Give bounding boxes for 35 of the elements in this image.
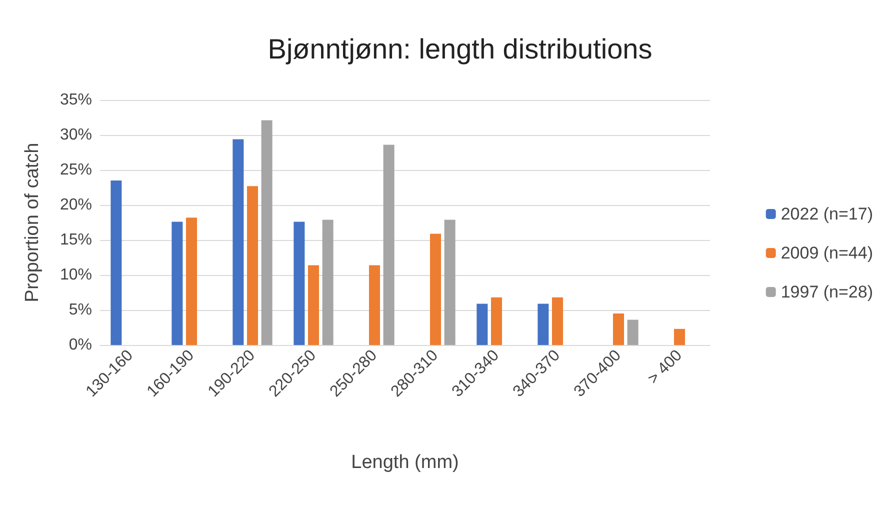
bar <box>476 304 488 345</box>
bar <box>246 186 258 345</box>
bar <box>552 297 564 345</box>
bar <box>383 144 394 345</box>
y-tick-label: 35% <box>60 92 92 108</box>
bar <box>186 218 198 345</box>
y-tick-label: 10% <box>60 266 92 284</box>
y-tick-label: 25% <box>60 162 92 178</box>
x-axis-title: Length (mm) <box>351 452 459 473</box>
bar <box>172 222 183 345</box>
bar <box>368 265 380 345</box>
bar <box>308 265 320 345</box>
bar <box>294 222 305 345</box>
legend-label: 1997 (n=28) <box>780 282 873 302</box>
x-tick-label: > 400 <box>644 346 686 388</box>
y-tick-label: 5% <box>68 302 92 318</box>
bar <box>430 234 442 345</box>
bar <box>232 139 244 345</box>
chart-title: Bjønntjønn: length distributions <box>268 34 652 64</box>
legend-label: 2009 (n=44) <box>780 244 873 262</box>
y-tick-label: 15% <box>60 232 92 248</box>
bar <box>110 180 122 345</box>
bar <box>538 304 549 345</box>
y-axis-title: Proportion of catch <box>22 142 43 302</box>
bar <box>490 297 502 345</box>
bar <box>674 328 686 345</box>
bar <box>444 220 456 345</box>
legend-label: 2022 (n=17) <box>780 204 873 224</box>
y-tick-label: 20% <box>60 196 92 214</box>
bar <box>261 120 272 345</box>
bar <box>322 220 334 345</box>
bar <box>627 320 638 345</box>
y-tick-label: 0% <box>68 336 92 354</box>
bar <box>612 314 624 345</box>
y-tick-label: 30% <box>60 126 92 144</box>
